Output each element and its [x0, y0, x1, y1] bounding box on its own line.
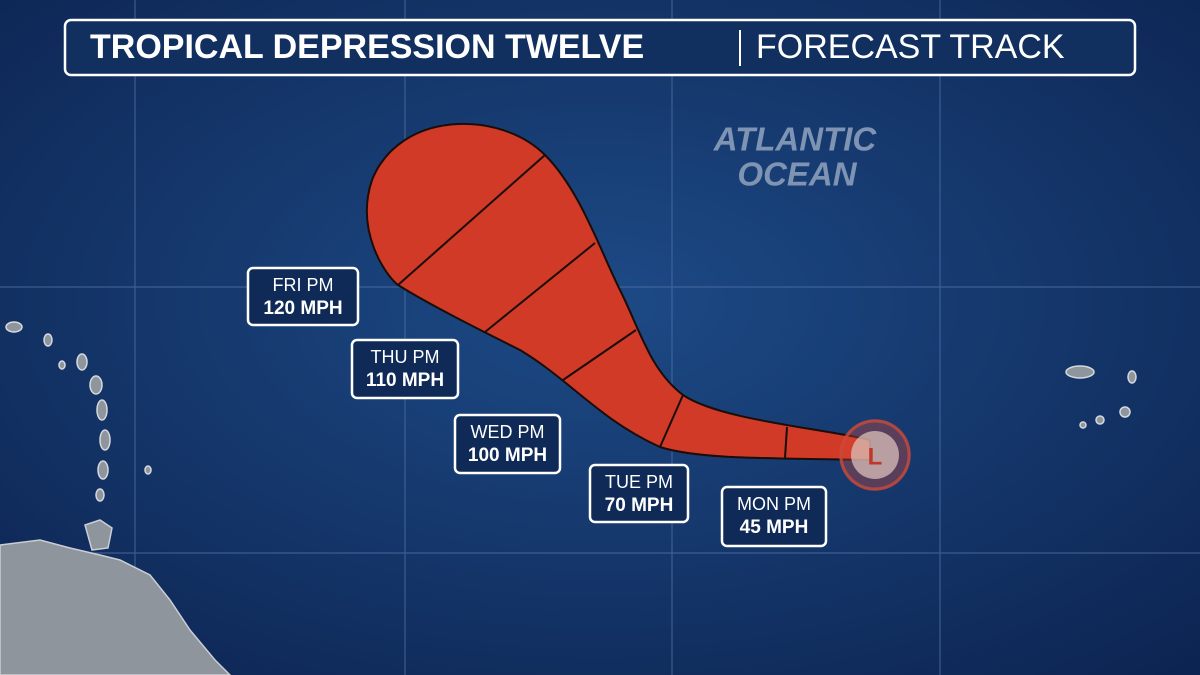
forecast-day: TUE PM	[605, 472, 673, 492]
forecast-day: THU PM	[371, 347, 440, 367]
forecast-labels: FRI PM 120 MPH THU PM 110 MPH WED PM 100 MPH T…	[246, 266, 828, 548]
label-box	[350, 338, 460, 400]
label-box	[453, 413, 562, 475]
forecast-label: MON PM 45 MPH	[720, 485, 828, 548]
storm-symbol: L	[868, 443, 883, 470]
island	[84, 519, 113, 551]
label-box	[720, 485, 828, 548]
forecast-label: THU PM 110 MPH	[350, 338, 460, 400]
ocean-label: ATLANTIC	[713, 121, 878, 158]
islands	[5, 321, 1137, 502]
forecast-cone	[366, 122, 871, 462]
title-bar: TROPICAL DEPRESSION TWELVE FORECAST TRAC…	[63, 18, 1137, 77]
land	[0, 539, 232, 675]
forecast-day: FRI PM	[273, 275, 334, 295]
label-box	[246, 266, 360, 327]
forecast-label: TUE PM 70 MPH	[588, 463, 690, 524]
forecast-wind: 120 MPH	[263, 298, 342, 319]
label-box	[588, 463, 690, 524]
title: TROPICAL DEPRESSION TWELVE	[90, 28, 644, 66]
storm-icon: L	[839, 419, 911, 491]
cone-dividers	[397, 154, 788, 459]
forecast-wind: 100 MPH	[468, 445, 547, 466]
subtitle: FORECAST TRACK	[756, 28, 1065, 66]
forecast-wind: 70 MPH	[605, 495, 674, 516]
forecast-day: MON PM	[737, 494, 811, 514]
forecast-wind: 110 MPH	[366, 370, 444, 391]
ocean-label: OCEAN	[737, 156, 857, 193]
forecast-day: WED PM	[471, 422, 545, 442]
forecast-label: FRI PM 120 MPH	[246, 266, 360, 327]
forecast-label: WED PM 100 MPH	[453, 413, 562, 475]
forecast-wind: 45 MPH	[740, 517, 809, 538]
